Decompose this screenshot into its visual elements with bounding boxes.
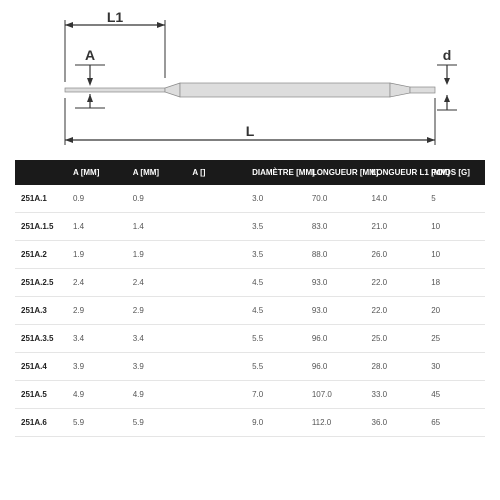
table-row: 251A.10.90.93.070.014.05 (15, 185, 485, 213)
table-cell: 14.0 (366, 185, 426, 213)
table-cell: 9.0 (246, 409, 306, 437)
table-row: 251A.1.51.41.43.583.021.010 (15, 213, 485, 241)
table-cell: 251A.3 (15, 297, 67, 325)
table-cell: 7.0 (246, 381, 306, 409)
table-row: 251A.2.52.42.44.593.022.018 (15, 269, 485, 297)
table-row: 251A.54.94.97.0107.033.045 (15, 381, 485, 409)
table-cell: 88.0 (306, 241, 366, 269)
label-A: A (85, 47, 95, 63)
table-cell: 21.0 (366, 213, 426, 241)
table-cell: 0.9 (127, 185, 187, 213)
table-cell (186, 241, 246, 269)
table-cell: 1.4 (127, 213, 187, 241)
table-cell: 1.4 (67, 213, 127, 241)
table-cell: 1.9 (127, 241, 187, 269)
table-cell: 5.5 (246, 325, 306, 353)
table-cell: 107.0 (306, 381, 366, 409)
table-cell: 10 (425, 241, 485, 269)
table-cell: 2.9 (127, 297, 187, 325)
label-L: L (246, 123, 255, 139)
table-cell (186, 213, 246, 241)
spec-table: A [MM] A [MM] A [] DIAMÈTRE [MM] LONGUEU… (15, 160, 485, 437)
label-d: d (443, 47, 452, 63)
col-l1: LONGUEUR L1 [MM] (366, 160, 426, 185)
table-cell: 30 (425, 353, 485, 381)
table-cell (186, 269, 246, 297)
table-cell: 2.9 (67, 297, 127, 325)
table-cell: 251A.2.5 (15, 269, 67, 297)
table-cell: 251A.5 (15, 381, 67, 409)
table-cell: 25.0 (366, 325, 426, 353)
table-cell: 3.5 (246, 213, 306, 241)
table-cell: 251A.3.5 (15, 325, 67, 353)
table-cell: 2.4 (67, 269, 127, 297)
table-cell (186, 297, 246, 325)
label-L1: L1 (107, 10, 124, 25)
table-cell (186, 381, 246, 409)
col-dia: DIAMÈTRE [MM] (246, 160, 306, 185)
table-cell: 3.9 (127, 353, 187, 381)
table-cell (186, 409, 246, 437)
table-cell: 96.0 (306, 325, 366, 353)
table-cell: 5.9 (127, 409, 187, 437)
table-cell: 4.9 (67, 381, 127, 409)
col-ref (15, 160, 67, 185)
table-cell: 3.0 (246, 185, 306, 213)
table-cell: 26.0 (366, 241, 426, 269)
table-cell: 5.5 (246, 353, 306, 381)
table-row: 251A.3.53.43.45.596.025.025 (15, 325, 485, 353)
table-cell: 45 (425, 381, 485, 409)
col-a2: A [MM] (127, 160, 187, 185)
table-cell: 33.0 (366, 381, 426, 409)
table-cell: 112.0 (306, 409, 366, 437)
table-cell: 70.0 (306, 185, 366, 213)
table-cell: 1.9 (67, 241, 127, 269)
col-poids: POIDS [G] (425, 160, 485, 185)
table-cell: 65 (425, 409, 485, 437)
table-cell: 93.0 (306, 269, 366, 297)
table-cell: 251A.6 (15, 409, 67, 437)
table-cell: 96.0 (306, 353, 366, 381)
table-cell: 4.9 (127, 381, 187, 409)
table-cell: 18 (425, 269, 485, 297)
table-cell: 22.0 (366, 269, 426, 297)
table-cell: 25 (425, 325, 485, 353)
table-cell: 10 (425, 213, 485, 241)
table-cell: 20 (425, 297, 485, 325)
table-cell: 251A.4 (15, 353, 67, 381)
table-cell: 22.0 (366, 297, 426, 325)
table-cell: 251A.1 (15, 185, 67, 213)
table-body: 251A.10.90.93.070.014.05251A.1.51.41.43.… (15, 185, 485, 437)
table-cell: 3.9 (67, 353, 127, 381)
table-cell: 2.4 (127, 269, 187, 297)
table-cell: 0.9 (67, 185, 127, 213)
table-cell: 251A.1.5 (15, 213, 67, 241)
table-cell: 93.0 (306, 297, 366, 325)
table-cell: 5.9 (67, 409, 127, 437)
table-cell (186, 325, 246, 353)
table-cell: 36.0 (366, 409, 426, 437)
technical-diagram: L1 A d L (15, 10, 485, 160)
table-cell: 3.4 (67, 325, 127, 353)
table-header-row: A [MM] A [MM] A [] DIAMÈTRE [MM] LONGUEU… (15, 160, 485, 185)
table-cell: 3.4 (127, 325, 187, 353)
table-row: 251A.65.95.99.0112.036.065 (15, 409, 485, 437)
col-len: LONGUEUR [MM] (306, 160, 366, 185)
table-cell (186, 185, 246, 213)
table-cell: 5 (425, 185, 485, 213)
col-a3: A [] (186, 160, 246, 185)
col-a1: A [MM] (67, 160, 127, 185)
table-cell: 83.0 (306, 213, 366, 241)
table-cell: 251A.2 (15, 241, 67, 269)
table-row: 251A.32.92.94.593.022.020 (15, 297, 485, 325)
table-row: 251A.21.91.93.588.026.010 (15, 241, 485, 269)
table-cell: 4.5 (246, 297, 306, 325)
table-row: 251A.43.93.95.596.028.030 (15, 353, 485, 381)
table-cell: 4.5 (246, 269, 306, 297)
table-cell: 28.0 (366, 353, 426, 381)
table-cell (186, 353, 246, 381)
table-cell: 3.5 (246, 241, 306, 269)
